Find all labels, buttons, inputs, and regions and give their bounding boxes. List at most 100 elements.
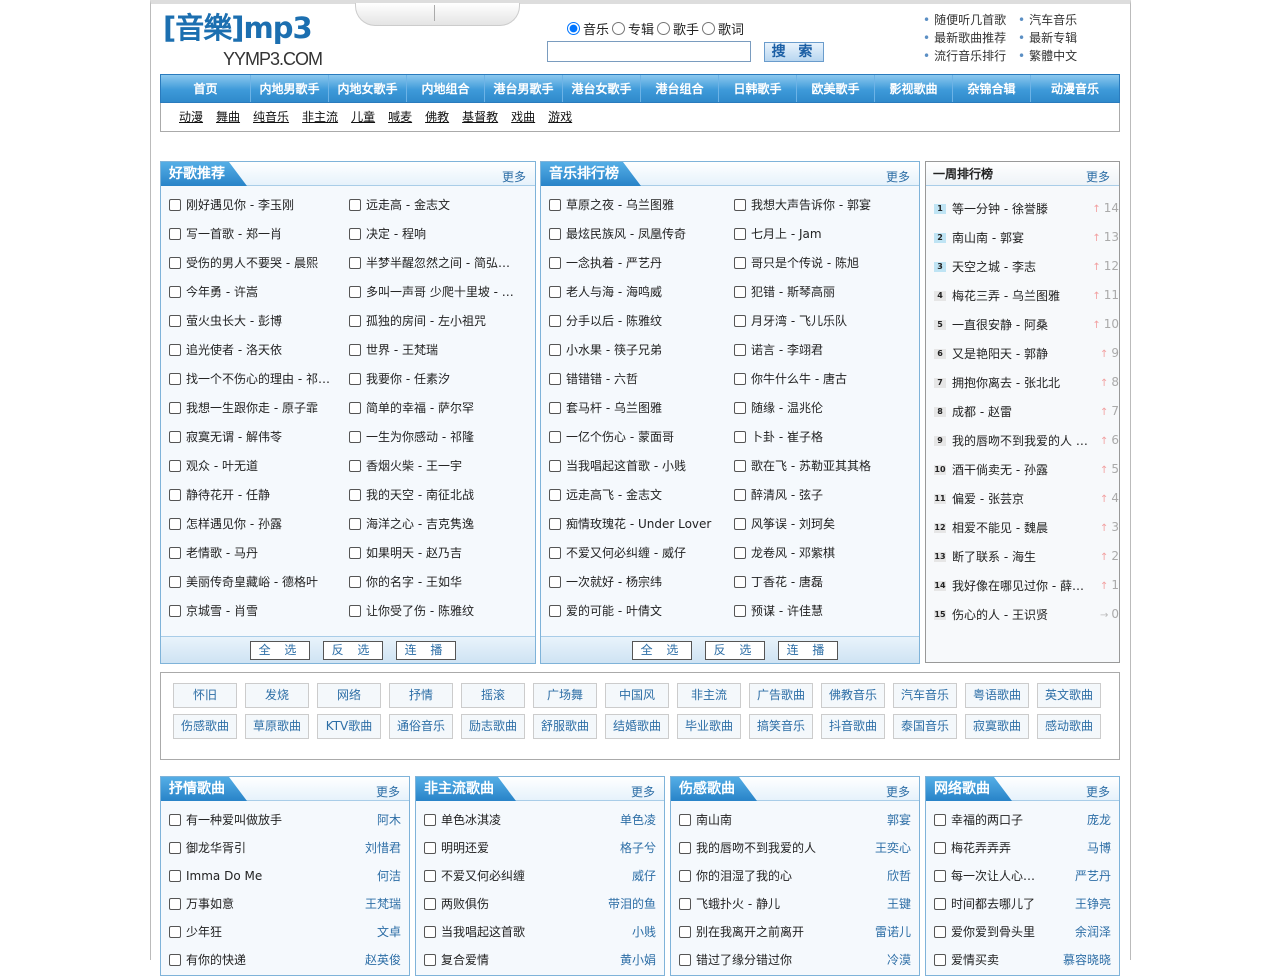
song-title[interactable]: 多叫一声哥 少爬十里坡 - … <box>366 285 514 299</box>
rank-item[interactable]: 7 拥抱你离去 - 张北北 ↑ 8 <box>934 375 1119 391</box>
subnav-link[interactable]: 纯音乐 <box>253 110 290 124</box>
song-checkbox[interactable] <box>169 518 181 530</box>
song-item[interactable]: 七月上 - Jam <box>734 226 912 242</box>
song-checkbox[interactable] <box>169 547 181 559</box>
rank-song[interactable]: 酒干倘卖无 - 孙露 <box>952 463 1048 477</box>
song-title[interactable]: 两败俱伤 <box>441 897 490 911</box>
song-title[interactable]: 明明还爱 <box>441 841 490 855</box>
song-item[interactable]: 御龙华胥引 刘惜君 <box>169 840 401 856</box>
song-title[interactable]: 卜卦 - 崔子格 <box>751 430 823 444</box>
quick-link[interactable]: 繁體中文 <box>1018 47 1077 64</box>
search-type-label[interactable]: 歌词 <box>718 23 745 38</box>
song-item[interactable]: 决定 - 程响 <box>349 226 527 242</box>
song-checkbox[interactable] <box>734 402 746 414</box>
song-title[interactable]: 草原之夜 - 乌兰图雅 <box>566 198 674 212</box>
song-title[interactable]: 月牙湾 - 飞儿乐队 <box>751 314 847 328</box>
rank-song[interactable]: 南山南 - 郭宴 <box>952 231 1024 245</box>
song-checkbox[interactable] <box>679 954 691 966</box>
song-checkbox[interactable] <box>424 898 436 910</box>
song-checkbox[interactable] <box>549 518 561 530</box>
song-title[interactable]: 别在我离开之前离开 <box>696 925 805 939</box>
song-item[interactable]: 有一种爱叫做放手 阿木 <box>169 812 401 828</box>
nav-item[interactable]: 港台男歌手 <box>485 75 563 102</box>
song-item[interactable]: 醉清风 - 弦子 <box>734 487 912 503</box>
song-title[interactable]: 随缘 - 温兆伦 <box>751 401 823 415</box>
artist-link[interactable]: 赵英俊 <box>364 953 401 967</box>
tag-link[interactable]: 网络 <box>317 683 381 708</box>
tag-link[interactable]: 寂寞歌曲 <box>965 714 1029 739</box>
rank-item[interactable]: 11 偏爱 - 张芸京 ↑ 4 <box>934 491 1119 507</box>
song-checkbox[interactable] <box>734 373 746 385</box>
rank-song[interactable]: 又是艳阳天 - 郭静 <box>952 347 1048 361</box>
song-title[interactable]: 丁香花 - 唐磊 <box>751 575 823 589</box>
tag-link[interactable]: 发烧 <box>245 683 309 708</box>
song-title[interactable]: 一生为你感动 - 祁隆 <box>366 430 474 444</box>
song-item[interactable]: 套马杆 - 乌兰图雅 <box>549 400 727 416</box>
song-checkbox[interactable] <box>549 547 561 559</box>
song-title[interactable]: 半梦半醒忽然之间 - 简弘… <box>366 256 510 270</box>
song-title[interactable]: 京城雪 - 肖雪 <box>186 604 258 618</box>
song-checkbox[interactable] <box>934 870 946 882</box>
song-title[interactable]: 寂寞无谓 - 解伟苓 <box>186 430 282 444</box>
song-checkbox[interactable] <box>549 373 561 385</box>
rank-item[interactable]: 13 断了联系 - 海生 ↑ 2 <box>934 549 1119 565</box>
song-item[interactable]: 找一个不伤心的理由 - 祁… <box>169 371 347 387</box>
song-title[interactable]: 老人与海 - 海鸣威 <box>566 285 662 299</box>
song-checkbox[interactable] <box>549 257 561 269</box>
song-item[interactable]: 刚好遇见你 - 李玉刚 <box>169 197 347 213</box>
song-item[interactable]: 小水果 - 筷子兄弟 <box>549 342 727 358</box>
subnav-link[interactable]: 儿童 <box>351 110 376 124</box>
song-checkbox[interactable] <box>169 926 181 938</box>
song-item[interactable]: 随缘 - 温兆伦 <box>734 400 912 416</box>
rank-item[interactable]: 14 我好像在哪见过你 - 薛… ↑ 1 <box>934 578 1119 594</box>
song-title[interactable]: 有一种爱叫做放手 <box>186 813 283 827</box>
song-item[interactable]: 多叫一声哥 少爬十里坡 - … <box>349 284 527 300</box>
tag-link[interactable]: 英文歌曲 <box>1037 683 1101 708</box>
song-item[interactable]: Imma Do Me 何洁 <box>169 868 401 884</box>
rank-item[interactable]: 15 伤心的人 - 王识贤 → 0 <box>934 607 1119 623</box>
song-item[interactable]: 丁香花 - 唐磊 <box>734 574 912 590</box>
more-link[interactable]: 更多 <box>630 785 655 799</box>
song-item[interactable]: 犯错 - 斯琴高丽 <box>734 284 912 300</box>
song-checkbox[interactable] <box>734 228 746 240</box>
song-title[interactable]: 我想大声告诉你 - 郭宴 <box>751 198 871 212</box>
song-item[interactable]: 万事如意 王梵瑞 <box>169 896 401 912</box>
song-item[interactable]: 爱你爱到骨头里 余润泽 <box>934 924 1111 940</box>
more-link[interactable]: 更多 <box>501 170 526 184</box>
song-item[interactable]: 写一首歌 - 郑一肖 <box>169 226 347 242</box>
rank-item[interactable]: 5 一直很安静 - 阿桑 ↑ 10 <box>934 317 1119 333</box>
tag-link[interactable]: 励志歌曲 <box>461 714 525 739</box>
song-item[interactable]: 一生为你感动 - 祁隆 <box>349 429 527 445</box>
tag-link[interactable]: 草原歌曲 <box>245 714 309 739</box>
song-title[interactable]: 错过了缘分错过你 <box>696 953 793 967</box>
nav-item[interactable]: 日韩歌手 <box>719 75 797 102</box>
nav-item[interactable]: 内地组合 <box>407 75 485 102</box>
song-title[interactable]: 错错错 - 六哲 <box>566 372 638 386</box>
subnav-link[interactable]: 基督教 <box>462 110 499 124</box>
tag-link[interactable]: 伤感歌曲 <box>173 714 237 739</box>
song-item[interactable]: 我的唇吻不到我爱的人 王奕心 <box>679 840 911 856</box>
song-item[interactable]: 每一次让人心… 严艺丹 <box>934 868 1111 884</box>
song-checkbox[interactable] <box>169 257 181 269</box>
song-item[interactable]: 单色冰淇凌 单色凌 <box>424 812 656 828</box>
song-checkbox[interactable] <box>349 373 361 385</box>
artist-link[interactable]: 王键 <box>886 897 911 911</box>
nav-item[interactable]: 杂锦合辑 <box>953 75 1031 102</box>
artist-link[interactable]: 王铮亮 <box>1074 897 1111 911</box>
rank-song[interactable]: 拥抱你离去 - 张北北 <box>952 376 1060 390</box>
song-checkbox[interactable] <box>934 898 946 910</box>
song-title[interactable]: 不爱又何必纠缠 <box>441 869 526 883</box>
song-checkbox[interactable] <box>549 228 561 240</box>
artist-link[interactable]: 带泪的鱼 <box>607 897 656 911</box>
subnav-link[interactable]: 戏曲 <box>511 110 536 124</box>
song-checkbox[interactable] <box>349 489 361 501</box>
song-checkbox[interactable] <box>679 898 691 910</box>
more-link[interactable]: 更多 <box>1085 785 1110 799</box>
song-item[interactable]: 老情歌 - 马丹 <box>169 545 347 561</box>
artist-link[interactable]: 慕容晓晓 <box>1062 953 1111 967</box>
song-title[interactable]: 远走高 - 金志文 <box>366 198 450 212</box>
song-checkbox[interactable] <box>169 842 181 854</box>
song-title[interactable]: 万事如意 <box>186 897 235 911</box>
song-item[interactable]: 爱的可能 - 叶倩文 <box>549 603 727 619</box>
song-item[interactable]: 我要你 - 任素汐 <box>349 371 527 387</box>
